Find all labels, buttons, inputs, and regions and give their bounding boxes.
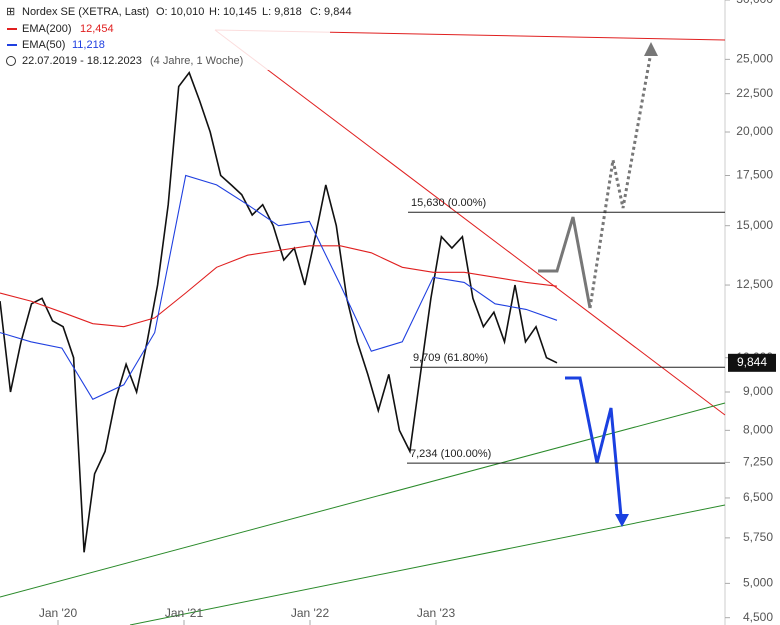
y-tick-label: 17,500	[736, 168, 773, 182]
header-title: Nordex SE (XETRA, Last)	[22, 6, 149, 18]
date-range: 22.07.2019 - 18.12.2023	[22, 55, 142, 67]
y-tick-label: 5,750	[743, 530, 773, 544]
y-tick-label: 25,000	[736, 52, 773, 66]
icon: ⊞	[6, 6, 15, 18]
header-bg	[0, 0, 330, 70]
y-tick-label: 12,500	[736, 277, 773, 291]
y-tick-label: 8,000	[743, 423, 773, 437]
y-tick-label: 7,250	[743, 455, 773, 469]
y-tick-label: 22,500	[736, 86, 773, 100]
header-low: L: 9,818	[262, 6, 302, 18]
y-tick-label: 4,500	[743, 610, 773, 624]
legend-value: 12,454	[80, 23, 114, 35]
trendline	[214, 29, 726, 416]
level-label: 7,234 (100.00%)	[410, 448, 491, 460]
ema-line	[0, 245, 558, 328]
header-high: H: 10,145	[209, 6, 257, 18]
price-line	[0, 71, 558, 553]
arrowhead	[615, 514, 629, 527]
y-tick-label: 30,000	[736, 0, 773, 6]
header-close: C: 9,844	[310, 6, 352, 18]
legend-label: EMA(200)	[22, 23, 72, 35]
x-tick-label: Jan '23	[417, 606, 456, 620]
forecast-up	[588, 51, 653, 309]
trendline	[129, 504, 726, 625]
legend-value: 11,218	[72, 39, 105, 51]
y-tick-label: 9,000	[743, 384, 773, 398]
level-label: 9,709 (61.80%)	[413, 352, 488, 364]
y-tick-label: 15,000	[736, 218, 773, 232]
y-tick-label: 6,500	[743, 490, 773, 504]
last-price-label: 9,844	[737, 355, 767, 369]
y-tick-label: 5,000	[743, 576, 773, 590]
x-tick-label: Jan '21	[165, 606, 204, 620]
arrowhead	[644, 42, 658, 56]
last-price-box	[728, 353, 776, 372]
legend-label: EMA(50)	[22, 39, 65, 51]
x-tick-label: Jan '22	[291, 606, 330, 620]
forecast-up	[538, 216, 592, 309]
ema-line	[0, 174, 558, 401]
forecast-down	[565, 376, 623, 517]
clock-icon	[6, 56, 16, 66]
plot: 15,630 (0.00%) 9,709 (61.80%) 7,234 (100.0…	[0, 71, 725, 553]
x-tick-label: Jan '20	[39, 606, 78, 620]
date-span: (4 Jahre, 1 Woche)	[150, 55, 243, 67]
level-label: 15,630 (0.00%)	[411, 197, 486, 209]
y-tick-label: 20,000	[736, 124, 773, 138]
header-open: O: 10,010	[156, 6, 204, 18]
